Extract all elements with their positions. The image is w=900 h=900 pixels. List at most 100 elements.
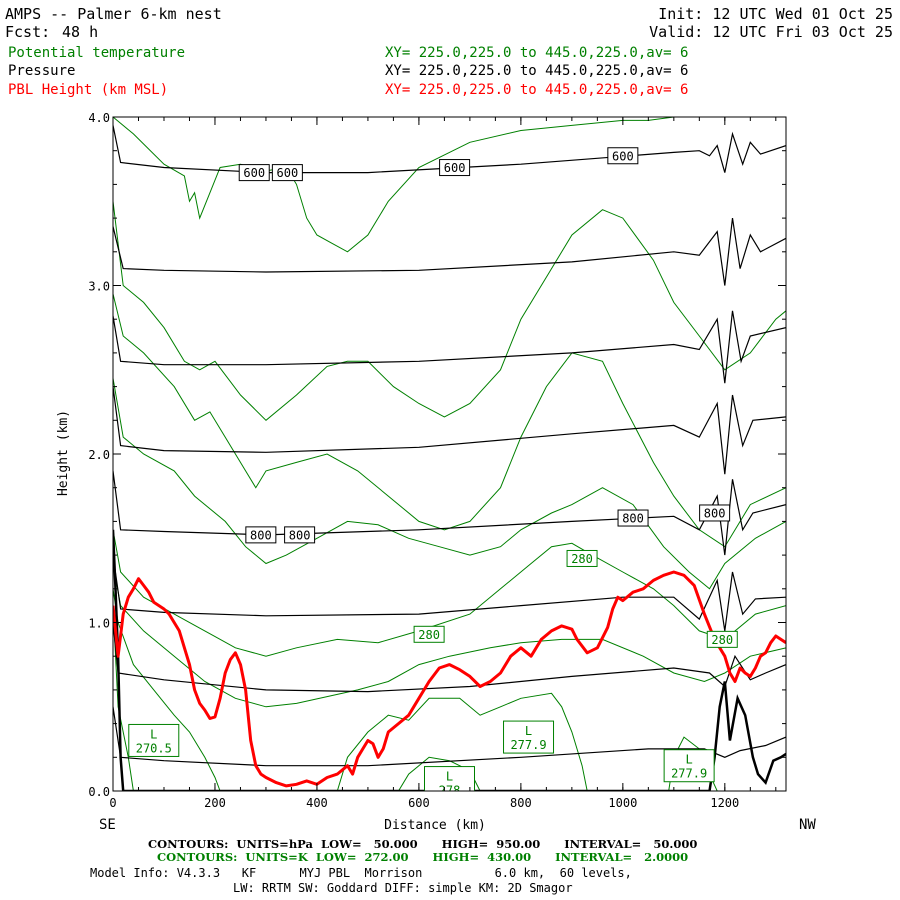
pressure-label-0: 600 <box>238 164 270 182</box>
theta-isentrope-1 <box>113 201 786 421</box>
y-tick-label: 1.0 <box>88 617 110 631</box>
y-axis-label: Height (km) <box>56 410 71 496</box>
low-marker-value: 270.5 <box>136 741 172 755</box>
pressure-label-2-box <box>439 159 471 177</box>
pressure-isobar-3 <box>113 386 786 475</box>
header-fcst-value: 48 h <box>62 23 98 41</box>
footer-model-info-2: LW: RRTM SW: Goddard DIFF: simple KM: 2D… <box>233 881 573 895</box>
header-title: AMPS -- Palmer 6-km nest <box>5 5 222 23</box>
pressure-label-3-box <box>607 147 639 165</box>
pressure-label-5-text: 800 <box>289 528 311 542</box>
pressure-isobar-4 <box>113 470 786 556</box>
y-tick-label: 0.0 <box>88 785 110 799</box>
low-marker-value: 277.9 <box>510 738 546 752</box>
theta-label-0: 280 <box>566 549 598 567</box>
pressure-isobar-0 <box>113 125 786 174</box>
x-tick-label: 600 <box>408 796 430 810</box>
pressure-label-6-text: 800 <box>622 512 644 526</box>
theta-label-1-text: 280 <box>418 628 440 642</box>
pressure-isobar-6 <box>113 622 786 693</box>
x-axis-label: Distance (km) <box>384 818 486 833</box>
pressure-isobar-1 <box>113 218 786 286</box>
y-tick-label: 4.0 <box>88 111 110 125</box>
pressure-label-1-text: 600 <box>277 166 299 180</box>
field-name-pressure: Pressure <box>8 63 75 79</box>
y-tick-label: 3.0 <box>88 280 110 294</box>
theta-label-2-box <box>706 630 738 648</box>
terrain-line <box>113 529 786 791</box>
theta-isentrope-4 <box>113 529 786 657</box>
low-marker-letter: L <box>446 770 453 784</box>
low-marker-letter: L <box>150 727 157 741</box>
theta-isentrope-5 <box>113 563 786 708</box>
low-marker-box <box>128 723 180 757</box>
pressure-label-1-box <box>271 164 303 182</box>
pressure-label-4: 800 <box>245 526 277 544</box>
theta-isentrope-2 <box>113 293 786 548</box>
pressure-label-3-text: 600 <box>612 149 634 163</box>
pressure-label-7-box <box>699 504 731 522</box>
theta-label-0-box <box>566 549 598 567</box>
theta-isentrope-6 <box>113 588 221 791</box>
theta-label-1: 280 <box>413 625 445 643</box>
field-xy-pbl: XY= 225.0,225.0 to 445.0,225.0,av= 6 <box>385 82 688 98</box>
low-marker-box <box>424 766 475 791</box>
pressure-label-7: 800 <box>699 504 731 522</box>
pressure-isobar-5 <box>113 555 786 631</box>
pressure-label-0-text: 600 <box>243 166 265 180</box>
pressure-isobar-2 <box>113 310 786 384</box>
low-marker-letter: L <box>525 724 532 738</box>
pressure-label-7-text: 800 <box>704 506 726 520</box>
field-name-theta: Potential temperature <box>8 45 185 61</box>
pressure-label-5-box <box>284 526 316 544</box>
y-tick-label: 2.0 <box>88 448 110 462</box>
low-marker-value: 278 <box>439 784 461 798</box>
pressure-label-4-text: 800 <box>250 528 272 542</box>
x-tick-label: 200 <box>204 796 226 810</box>
header-fcst-label: Fcst: <box>5 23 50 41</box>
pressure-label-5: 800 <box>284 526 316 544</box>
pressure-label-1: 600 <box>271 164 303 182</box>
left-end-label: SE <box>99 817 116 833</box>
x-tick-label: 800 <box>510 796 532 810</box>
pressure-label-4-box <box>245 526 277 544</box>
header-valid: Valid: 12 UTC Fri 03 Oct 25 <box>649 23 893 41</box>
footer-pressure-contours: CONTOURS: UNITS=hPa LOW= 50.000 HIGH= 95… <box>148 837 697 851</box>
x-tick-label: 1000 <box>608 796 637 810</box>
footer-model-info: Model Info: V4.3.3 KF MYJ PBL Morrison 6… <box>90 866 632 880</box>
field-xy-pressure: XY= 225.0,225.0 to 445.0,225.0,av= 6 <box>385 63 688 79</box>
pressure-label-3: 600 <box>607 147 639 165</box>
low-marker-box <box>503 720 555 754</box>
footer-theta-contours: CONTOURS: UNITS=K LOW= 272.00 HIGH= 430.… <box>157 850 688 864</box>
pressure-label-0-box <box>238 164 270 182</box>
theta-label-2: 280 <box>706 630 738 648</box>
low-marker-box <box>663 749 715 783</box>
theta-label-1-box <box>413 625 445 643</box>
theta-isentrope-8 <box>336 692 588 791</box>
theta-isentrope-0 <box>113 117 674 253</box>
pressure-label-2: 600 <box>439 159 471 177</box>
plot-frame <box>112 116 787 792</box>
low-marker-letter: L <box>686 753 693 767</box>
theta-isentrope-3 <box>113 378 786 590</box>
pressure-label-6: 800 <box>617 509 649 527</box>
x-tick-label: 0 <box>109 796 116 810</box>
low-marker-value: 277.9 <box>671 767 707 781</box>
pressure-isobar-7 <box>113 706 786 767</box>
field-name-pbl: PBL Height (km MSL) <box>8 82 168 98</box>
x-tick-label: 400 <box>306 796 328 810</box>
pressure-label-6-box <box>617 509 649 527</box>
field-xy-theta: XY= 225.0,225.0 to 445.0,225.0,av= 6 <box>385 45 688 61</box>
pressure-label-2-text: 600 <box>444 161 466 175</box>
pbl-height-line <box>113 570 786 788</box>
right-end-label: NW <box>799 817 816 833</box>
x-tick-label: 1200 <box>710 796 739 810</box>
theta-label-0-text: 280 <box>571 552 593 566</box>
